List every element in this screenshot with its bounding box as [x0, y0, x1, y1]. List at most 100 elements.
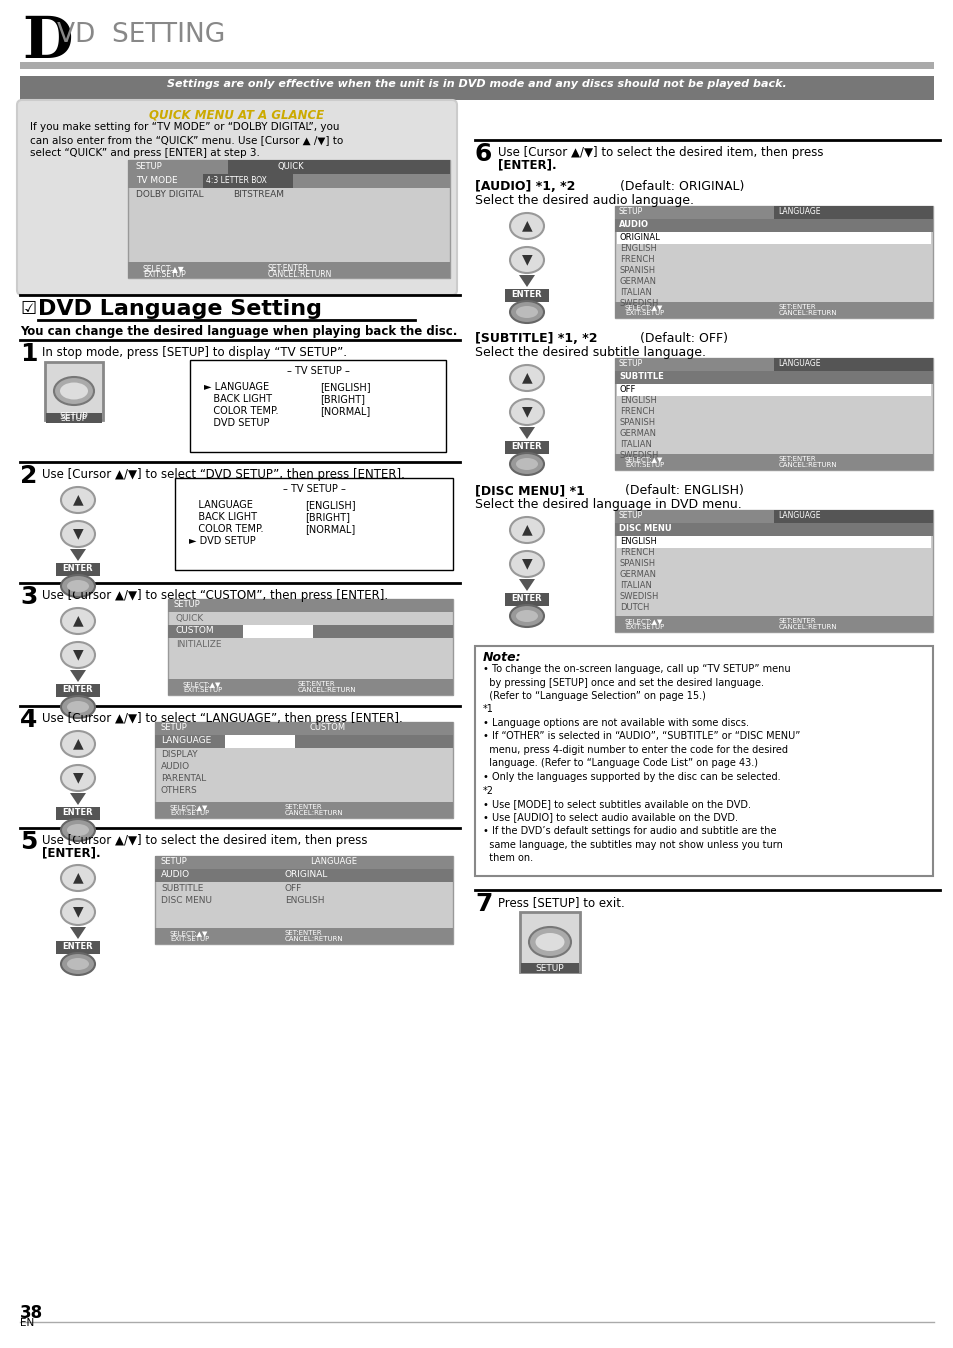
- Bar: [168, 599, 453, 696]
- Text: LANGUAGE: LANGUAGE: [189, 500, 253, 510]
- Text: – TV SETUP –: – TV SETUP –: [282, 484, 345, 493]
- Text: ITALIAN: ITALIAN: [619, 439, 651, 449]
- Text: [ENGLISH]: [ENGLISH]: [319, 381, 370, 392]
- Text: EXIT:SETUP: EXIT:SETUP: [624, 310, 663, 315]
- Text: SETUP: SETUP: [161, 723, 188, 732]
- Text: ▼: ▼: [72, 905, 83, 918]
- Ellipse shape: [54, 377, 94, 404]
- Text: EN: EN: [20, 1318, 34, 1328]
- Text: ▲: ▲: [72, 492, 83, 506]
- Ellipse shape: [516, 611, 537, 621]
- Text: SET:ENTER: SET:ENTER: [285, 803, 322, 810]
- Polygon shape: [70, 670, 86, 682]
- Bar: [168, 625, 453, 638]
- Bar: [46, 412, 102, 423]
- Text: ITALIAN: ITALIAN: [619, 581, 651, 590]
- Text: [NORMAL]: [NORMAL]: [305, 524, 355, 534]
- Text: 3: 3: [20, 585, 37, 609]
- Text: ▼: ▼: [72, 770, 83, 785]
- Text: [DISC MENU] *1: [DISC MENU] *1: [475, 484, 584, 497]
- Text: CANCEL:RETURN: CANCEL:RETURN: [285, 810, 343, 816]
- Text: GERMAN: GERMAN: [619, 429, 657, 438]
- Text: DUTCH: DUTCH: [619, 603, 649, 612]
- Text: SETUP: SETUP: [60, 412, 89, 421]
- Bar: [168, 599, 453, 612]
- Bar: [504, 288, 548, 302]
- Text: [ENGLISH]: [ENGLISH]: [305, 500, 355, 510]
- Text: If you make setting for “TV MODE” or “DOLBY DIGITAL”, you: If you make setting for “TV MODE” or “DO…: [30, 123, 339, 132]
- Text: ▼: ▼: [72, 526, 83, 541]
- Text: CUSTOM: CUSTOM: [310, 723, 346, 732]
- Polygon shape: [70, 927, 86, 940]
- Text: SETUP: SETUP: [161, 857, 188, 865]
- Text: QUICK: QUICK: [277, 162, 304, 171]
- Text: SETUP: SETUP: [173, 600, 200, 609]
- Ellipse shape: [61, 766, 95, 791]
- Text: OFF: OFF: [285, 884, 302, 892]
- Text: Use [Cursor ▲/▼] to select “LANGUAGE”, then press [ENTER].: Use [Cursor ▲/▼] to select “LANGUAGE”, t…: [42, 712, 402, 725]
- Text: Select the desired language in DVD menu.: Select the desired language in DVD menu.: [475, 497, 741, 511]
- Text: • To change the on-screen language, call up “TV SETUP” menu: • To change the on-screen language, call…: [482, 665, 790, 674]
- Text: 1: 1: [20, 342, 37, 367]
- Text: PARENTAL: PARENTAL: [161, 774, 206, 783]
- Text: GERMAN: GERMAN: [619, 570, 657, 580]
- Ellipse shape: [61, 696, 95, 718]
- Ellipse shape: [516, 306, 537, 318]
- FancyBboxPatch shape: [17, 100, 456, 295]
- Ellipse shape: [61, 953, 95, 975]
- Text: In stop mode, press [SETUP] to display “TV SETUP”.: In stop mode, press [SETUP] to display “…: [42, 346, 347, 359]
- Text: D: D: [22, 13, 72, 70]
- Text: EXIT:SETUP: EXIT:SETUP: [183, 687, 222, 693]
- Bar: [56, 683, 100, 697]
- Bar: [617, 537, 930, 549]
- Text: DISPLAY: DISPLAY: [161, 749, 197, 759]
- Text: Use [Cursor ▲/▼] to select the desired item, then press: Use [Cursor ▲/▼] to select the desired i…: [497, 146, 822, 159]
- Bar: [154, 927, 453, 944]
- Text: [BRIGHT]: [BRIGHT]: [319, 394, 365, 404]
- Text: ► DVD SETUP: ► DVD SETUP: [189, 537, 255, 546]
- Text: • If the DVD’s default settings for audio and subtitle are the: • If the DVD’s default settings for audi…: [482, 826, 776, 836]
- Text: FRENCH: FRENCH: [619, 407, 654, 417]
- Bar: [504, 441, 548, 454]
- Text: SPANISH: SPANISH: [619, 559, 656, 568]
- Ellipse shape: [61, 820, 95, 841]
- Text: SWEDISH: SWEDISH: [619, 452, 659, 460]
- Bar: [20, 75, 933, 100]
- Ellipse shape: [510, 247, 543, 274]
- Bar: [20, 62, 933, 69]
- Text: ▼: ▼: [521, 252, 532, 266]
- Text: or: or: [71, 639, 84, 652]
- Bar: [773, 510, 932, 523]
- Ellipse shape: [61, 576, 95, 597]
- Text: EXIT:SETUP: EXIT:SETUP: [170, 936, 209, 942]
- Ellipse shape: [510, 518, 543, 543]
- Text: 38: 38: [20, 1304, 43, 1322]
- Text: BACK LIGHT: BACK LIGHT: [189, 512, 256, 522]
- Text: BITSTREAM: BITSTREAM: [233, 190, 284, 200]
- Text: EXIT:SETUP: EXIT:SETUP: [143, 270, 186, 279]
- Bar: [128, 262, 450, 278]
- Bar: [128, 160, 228, 174]
- Text: AUDIO: AUDIO: [618, 220, 648, 229]
- Text: SWEDISH: SWEDISH: [619, 592, 659, 601]
- Bar: [225, 735, 294, 748]
- Text: [ENTER].: [ENTER].: [42, 847, 100, 859]
- Text: CUSTOM: CUSTOM: [175, 625, 214, 635]
- Text: CANCEL:RETURN: CANCEL:RETURN: [779, 310, 837, 315]
- Text: SET:ENTER: SET:ENTER: [779, 305, 816, 310]
- Bar: [174, 479, 453, 570]
- Ellipse shape: [510, 365, 543, 391]
- Text: them on.: them on.: [482, 853, 533, 863]
- Text: SUBTITLE: SUBTITLE: [618, 372, 663, 381]
- Text: ENTER: ENTER: [63, 942, 93, 950]
- Text: ▲: ▲: [72, 613, 83, 627]
- Text: or: or: [71, 518, 84, 531]
- Polygon shape: [70, 793, 86, 805]
- Text: [NORMAL]: [NORMAL]: [319, 406, 370, 417]
- Text: menu, press 4-digit number to enter the code for the desired: menu, press 4-digit number to enter the …: [482, 745, 787, 755]
- Ellipse shape: [61, 642, 95, 669]
- Text: LANGUAGE: LANGUAGE: [778, 511, 820, 520]
- Text: SELECT:▲▼: SELECT:▲▼: [183, 681, 221, 687]
- Ellipse shape: [529, 927, 571, 957]
- Text: or: or: [520, 396, 533, 408]
